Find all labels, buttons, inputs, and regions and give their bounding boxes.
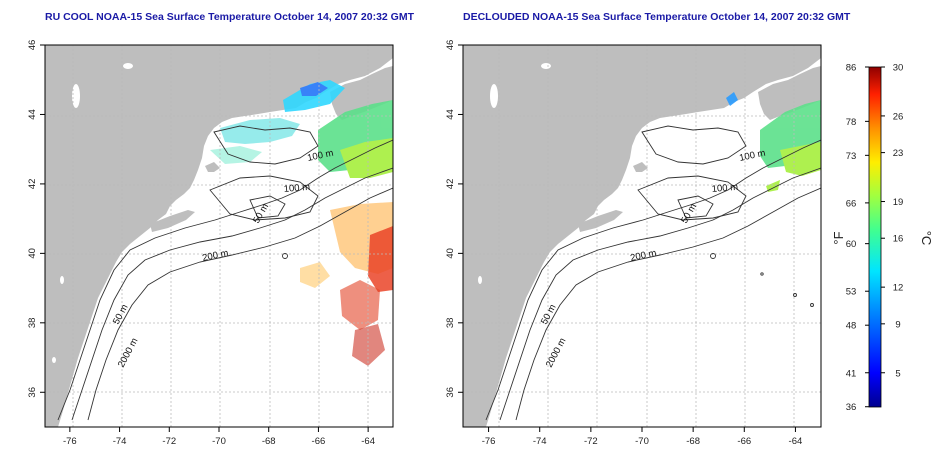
lake: [490, 84, 498, 108]
lon-tick-label: -70: [212, 436, 226, 447]
land-mass: [463, 45, 821, 427]
fahrenheit-unit-label: °F: [831, 231, 846, 244]
fahrenheit-tick-label: 41: [846, 368, 857, 379]
land-mass: [45, 45, 393, 427]
lon-tick-label: -76: [63, 436, 77, 447]
long-island-land: [578, 210, 623, 232]
lake: [541, 63, 551, 69]
lake: [123, 63, 133, 69]
lat-tick-label: 46: [27, 40, 38, 51]
celsius-unit-label: °C: [919, 231, 934, 246]
lat-tick-label: 44: [27, 109, 38, 120]
lon-tick-label: -76: [482, 436, 496, 447]
lon-tick-label: -70: [635, 436, 649, 447]
left-map: 100 m 100 m 50 m 200 m 50 m 2000 m -76 -7…: [27, 40, 394, 447]
right-map: 100 m 100 m 50 m 200 m 50 m 2000 m -76 -7…: [445, 40, 822, 447]
celsius-tick-label: 23: [893, 148, 904, 159]
celsius-tick-label: 9: [895, 319, 900, 330]
contour-label: 100 m: [738, 148, 766, 164]
lon-tick-label: -68: [686, 436, 700, 447]
lon-tick-label: -68: [262, 436, 276, 447]
left-map-axes: -76 -74 -72 -70 -68 -66 -64 36 38 40 42 44 46: [27, 40, 375, 447]
colorbar-ticks: 86 78 73 66 60 53 48 41 36 30 26 23 19 16 12 9 5: [846, 63, 904, 414]
cape-cod-land: [205, 162, 220, 172]
colorbar-gradient: [868, 66, 882, 408]
lon-tick-label: -72: [584, 436, 598, 447]
fahrenheit-tick-label: 60: [846, 239, 857, 250]
lake: [52, 357, 56, 363]
lat-tick-label: 42: [27, 179, 38, 190]
fahrenheit-tick-label: 36: [846, 402, 857, 413]
lat-tick-label: 36: [27, 387, 38, 398]
lake: [60, 276, 64, 284]
fahrenheit-tick-label: 86: [846, 63, 857, 74]
lon-tick-label: -74: [533, 436, 547, 447]
lake: [72, 84, 80, 108]
fahrenheit-tick-label: 66: [846, 198, 857, 209]
lon-tick-label: -64: [789, 436, 803, 447]
lon-tick-label: -64: [361, 436, 375, 447]
long-island-land: [150, 210, 195, 232]
colorbar: 86 78 73 66 60 53 48 41 36 30 26 23 19 16 12 9 5 °F °C: [831, 63, 934, 414]
bathymetry-contours: [485, 125, 821, 421]
grid-lines: [45, 45, 393, 427]
lon-tick-label: -66: [737, 436, 751, 447]
contour-label: 200 m: [201, 248, 229, 264]
lat-tick-label: 46: [445, 40, 456, 51]
bathymetry-contours: [57, 125, 393, 421]
lat-tick-label: 38: [445, 318, 456, 329]
lat-tick-label: 40: [445, 248, 456, 259]
fahrenheit-tick-label: 73: [846, 151, 857, 162]
right-map-title: DECLOUDED NOAA-15 Sea Surface Temperatur…: [463, 11, 851, 23]
sst-data: [210, 80, 393, 366]
fahrenheit-tick-label: 78: [846, 117, 857, 128]
lat-tick-label: 44: [445, 109, 456, 120]
fahrenheit-tick-label: 48: [846, 321, 857, 332]
celsius-tick-label: 30: [893, 63, 904, 74]
contour-label: 200 m: [629, 248, 657, 264]
celsius-tick-label: 16: [893, 234, 904, 245]
left-map-title: RU COOL NOAA-15 Sea Surface Temperature …: [45, 11, 414, 23]
contour-label: 100 m: [711, 182, 738, 195]
lon-tick-label: -72: [162, 436, 176, 447]
contour-label: 100 m: [283, 182, 310, 195]
lat-tick-label: 38: [27, 318, 38, 329]
lat-tick-label: 36: [445, 387, 456, 398]
fahrenheit-tick-label: 53: [846, 287, 857, 298]
sst-data: [726, 92, 821, 192]
right-map-axes: -76 -74 -72 -70 -68 -66 -64 36 38 40 42 44 46: [445, 40, 802, 447]
celsius-tick-label: 5: [895, 368, 900, 379]
celsius-tick-label: 12: [893, 283, 904, 294]
contour-label: 100 m: [306, 148, 334, 164]
celsius-tick-label: 26: [893, 111, 904, 122]
celsius-tick-label: 19: [893, 197, 904, 208]
cape-cod-land: [633, 162, 648, 172]
lake: [478, 276, 482, 284]
lat-tick-label: 40: [27, 248, 38, 259]
lon-tick-label: -66: [312, 436, 326, 447]
lat-tick-label: 42: [445, 179, 456, 190]
lon-tick-label: -74: [113, 436, 127, 447]
